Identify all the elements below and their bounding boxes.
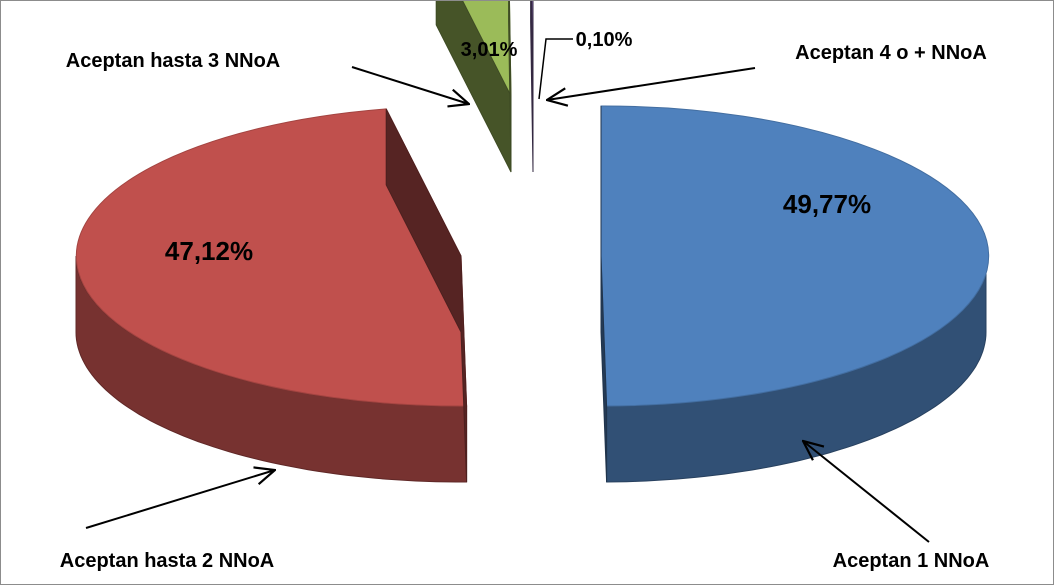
pie-tops bbox=[75, 1, 990, 407]
callout-arrow-3 bbox=[351, 66, 469, 104]
callout-arrow-4 bbox=[547, 67, 756, 100]
percent-labels: 49,77% 47,12% 3,01% 0,10% bbox=[165, 29, 871, 266]
slice-name-3: Aceptan hasta 3 NNoA bbox=[66, 50, 281, 72]
slice-2 bbox=[75, 108, 468, 407]
slice-cut-face bbox=[385, 108, 462, 333]
callout-arrow-1 bbox=[803, 441, 930, 543]
pct-leader-line bbox=[538, 38, 573, 100]
pct-label-4: 0,10% bbox=[576, 29, 633, 51]
pct-label-1: 49,77% bbox=[783, 189, 871, 219]
slice-name-4: Aceptan 4 o + NNoA bbox=[795, 42, 987, 64]
pie-cut-faces bbox=[385, 1, 608, 483]
slice-name-1: Aceptan 1 NNoA bbox=[833, 550, 990, 572]
pct-label-3: 3,01% bbox=[461, 39, 518, 61]
pct-label-2: 47,12% bbox=[165, 236, 253, 266]
callout-arrow-2 bbox=[85, 470, 275, 529]
callouts: Aceptan 1 NNoA Aceptan hasta 2 NNoA Acepta… bbox=[60, 42, 990, 572]
slice-name-2: Aceptan hasta 2 NNoA bbox=[60, 550, 275, 572]
slice-cut-face bbox=[508, 1, 512, 173]
slice-1 bbox=[600, 105, 990, 407]
slice-cut-face bbox=[600, 255, 608, 483]
